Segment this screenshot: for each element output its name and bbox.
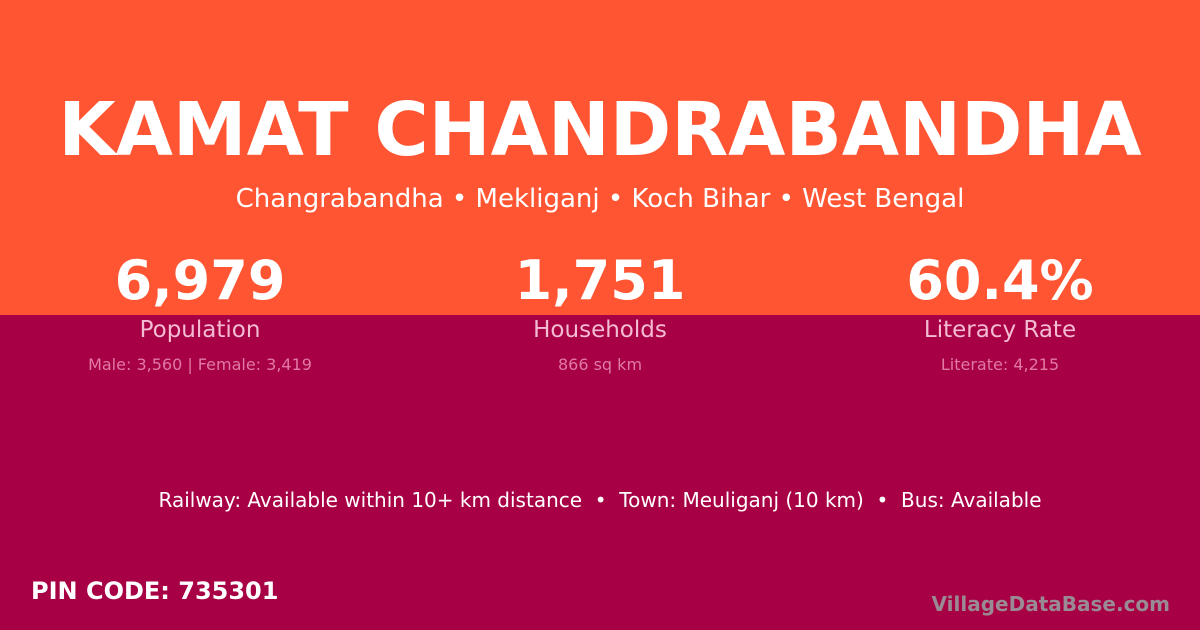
body-band	[0, 315, 1200, 630]
location-breadcrumb: Changrabandha • Mekliganj • Koch Bihar •…	[235, 184, 965, 214]
stat-value: 1,751	[514, 249, 686, 312]
stat-label: Households	[533, 317, 667, 343]
stat-detail: 866 sq km	[557, 355, 643, 374]
header-band	[0, 0, 1200, 315]
stat-detail: Literate: 4,215	[940, 355, 1060, 374]
stat-value: 60.4%	[906, 249, 1094, 312]
amenities-info: Railway: Available within 10+ km distanc…	[158, 488, 1042, 512]
stat-label: Literacy Rate	[923, 317, 1077, 343]
pin-code: PIN CODE: 735301	[31, 577, 279, 605]
stat-label: Population	[139, 317, 261, 343]
stat-detail: Male: 3,560 | Female: 3,419	[88, 355, 312, 374]
stat-value: 6,979	[114, 249, 286, 312]
brand-watermark: VillageDataBase.com	[931, 592, 1170, 616]
village-title: KAMAT CHANDRABANDHA	[58, 87, 1142, 173]
